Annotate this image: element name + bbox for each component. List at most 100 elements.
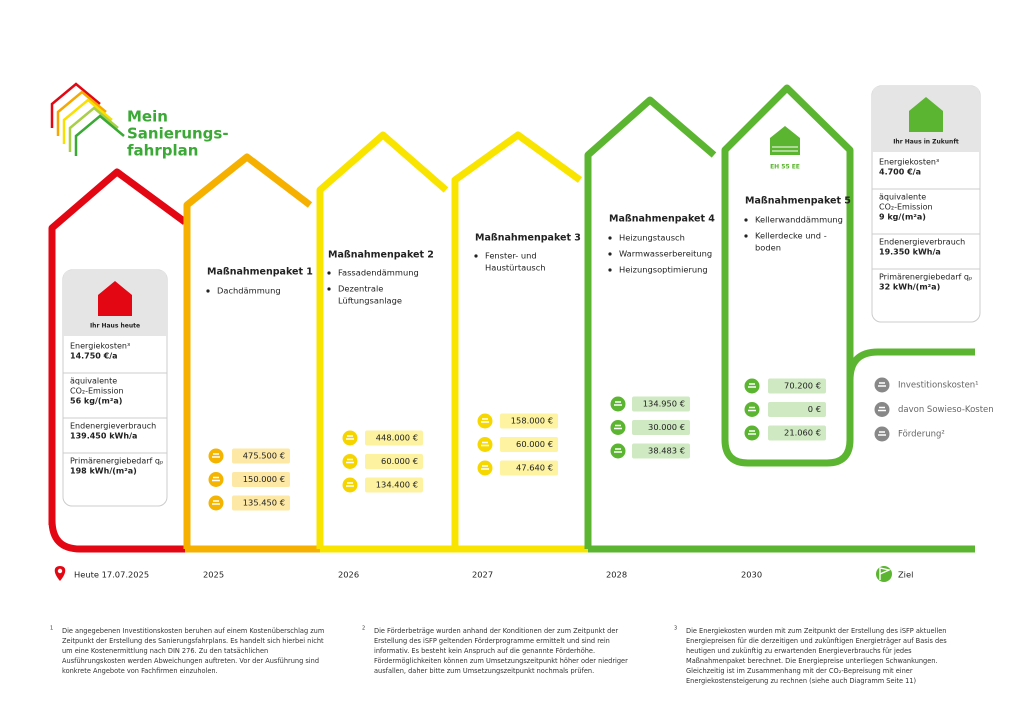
footnote-line: konkrete Angebote von Fachfirmen einzuho… [62,667,218,675]
measure: Kellerwanddämmung [755,215,843,225]
timeline-year: 2026 [338,570,359,580]
card-row-label: äquivalente [879,193,926,202]
card-row-value: 198 kWh/(m²a) [70,467,137,476]
cost-box [768,378,826,394]
legend-icon-glyph [878,382,886,387]
measure: Warmwasserbereitung [619,249,712,259]
cost-icon-glyph [212,500,220,505]
legend-icon-glyph [878,406,886,412]
cost-icon-glyph [346,458,354,464]
card-row-value: 4.700 €/a [879,168,921,177]
bullet [474,254,478,258]
bullet [608,236,612,240]
measure: Lüftungsanlage [338,296,402,306]
measure: Kellerdecke und - [755,231,827,241]
measure: Dachdämmung [217,286,281,296]
card-row-value: 19.350 kWh/a [879,248,941,257]
card-row-label: Endenergieverbrauch [879,238,965,247]
cost-icon [208,472,224,487]
card-row-value: 14.750 €/a [70,352,118,361]
footnote-line: Erstellung des iSFP geltenden Förderprog… [374,637,610,645]
cost-icon [208,495,224,511]
card-row-label: Energiekosten³ [879,158,939,167]
measure: boden [755,243,781,253]
measure: Fenster- und [485,251,537,261]
cost-icon-glyph [481,441,489,447]
timeline-year: 2030 [741,570,762,580]
cost-value: 38.483 € [648,446,685,456]
footnote-line: Die angegebenen Investitionskosten beruh… [62,627,324,635]
house-outline [316,131,449,549]
card-row-label: CO₂-Emission [879,203,933,212]
timeline-segment [48,519,185,553]
cost-icon [208,448,224,464]
cost-value: 134.950 € [643,399,685,409]
pin-icon [54,566,66,581]
logo-text: Mein [127,108,168,126]
footnote-line: Die Energiekosten wurden mit zum Zeitpun… [686,627,946,635]
package-title: Maßnahmenpaket 3 [475,233,581,244]
cost-icon-glyph [346,435,354,440]
footnote-mark: 3 [674,626,677,632]
package-title: Maßnahmenpaket 1 [207,267,313,278]
card-label: Ihr Haus in Zukunft [893,139,959,146]
cost-icon-glyph [346,482,354,487]
cost-icon-glyph [614,448,622,453]
cost-icon [610,420,626,435]
card-house [909,97,943,132]
cost-box [232,495,290,511]
card-row-label: Primärenergiebedarf qₚ [879,273,972,282]
cost-value: 30.000 € [648,422,685,432]
card-row-label: Primärenergiebedarf qₚ [70,457,163,466]
cost-value: 70.200 € [784,381,821,391]
card-label: Ihr Haus heute [90,323,140,330]
timeline-year: 2025 [203,570,224,580]
footnote-line: informativ. Es besteht kein Anspruch auf… [374,647,595,655]
card-row-value: 32 kWh/(m²a) [879,283,940,292]
cost-icon [477,413,493,429]
bullet [744,234,748,238]
cost-value: 448.000 € [376,433,418,443]
footnote-mark: 1 [50,626,53,632]
footnote-line: Die Förderbeträge wurden anhand der Kond… [374,627,618,635]
legend-icon [874,426,890,442]
cost-icon [610,396,626,412]
cost-box [365,477,423,493]
package-title: Maßnahmenpaket 2 [328,250,434,261]
pin-dot [57,568,63,574]
cost-box [365,454,423,469]
cost-icon [477,460,493,476]
cost-icon-glyph [748,430,756,435]
footnote-line: Maßnahmenpaket berechnet. Die Energiepre… [686,657,938,665]
house-outline [451,131,583,549]
cost-icon [477,437,493,452]
measure: Heizungstausch [619,233,685,243]
house-outline [584,96,717,549]
footnote-line: Fördermöglichkeiten können zum Umsetzung… [374,657,628,665]
card-row-label: äquivalente [70,377,117,386]
measure: Fassadendämmung [338,268,419,278]
cost-box [768,425,826,441]
card-row-value: 139.450 kWh/a [70,432,137,441]
footnote-line: Gleichzeitig ist im Zusammenhang mit der… [686,667,913,675]
cost-value: 60.000 € [516,439,553,449]
cost-box [500,460,558,476]
cost-icon-glyph [748,383,756,388]
logo-text: fahrplan [127,142,198,160]
cost-box [232,472,290,487]
timeline-year: 2027 [472,570,493,580]
legend-label: Förderung² [898,430,945,440]
legend-icon [874,402,890,417]
cost-icon [744,378,760,394]
cost-box [500,413,558,429]
package-title: Maßnahmenpaket 4 [609,214,715,225]
footnote-line: Energiekostensteigerung zu rechnen (sieh… [686,677,916,685]
cost-icon-glyph [614,401,622,406]
legend-icon-glyph [878,431,886,436]
cost-box [365,430,423,446]
card-row-value: 9 kg/(m²a) [879,213,926,222]
cost-box [232,448,290,464]
cost-value: 47.640 € [516,463,553,473]
cost-icon [744,402,760,417]
flag-glyph [879,567,892,580]
